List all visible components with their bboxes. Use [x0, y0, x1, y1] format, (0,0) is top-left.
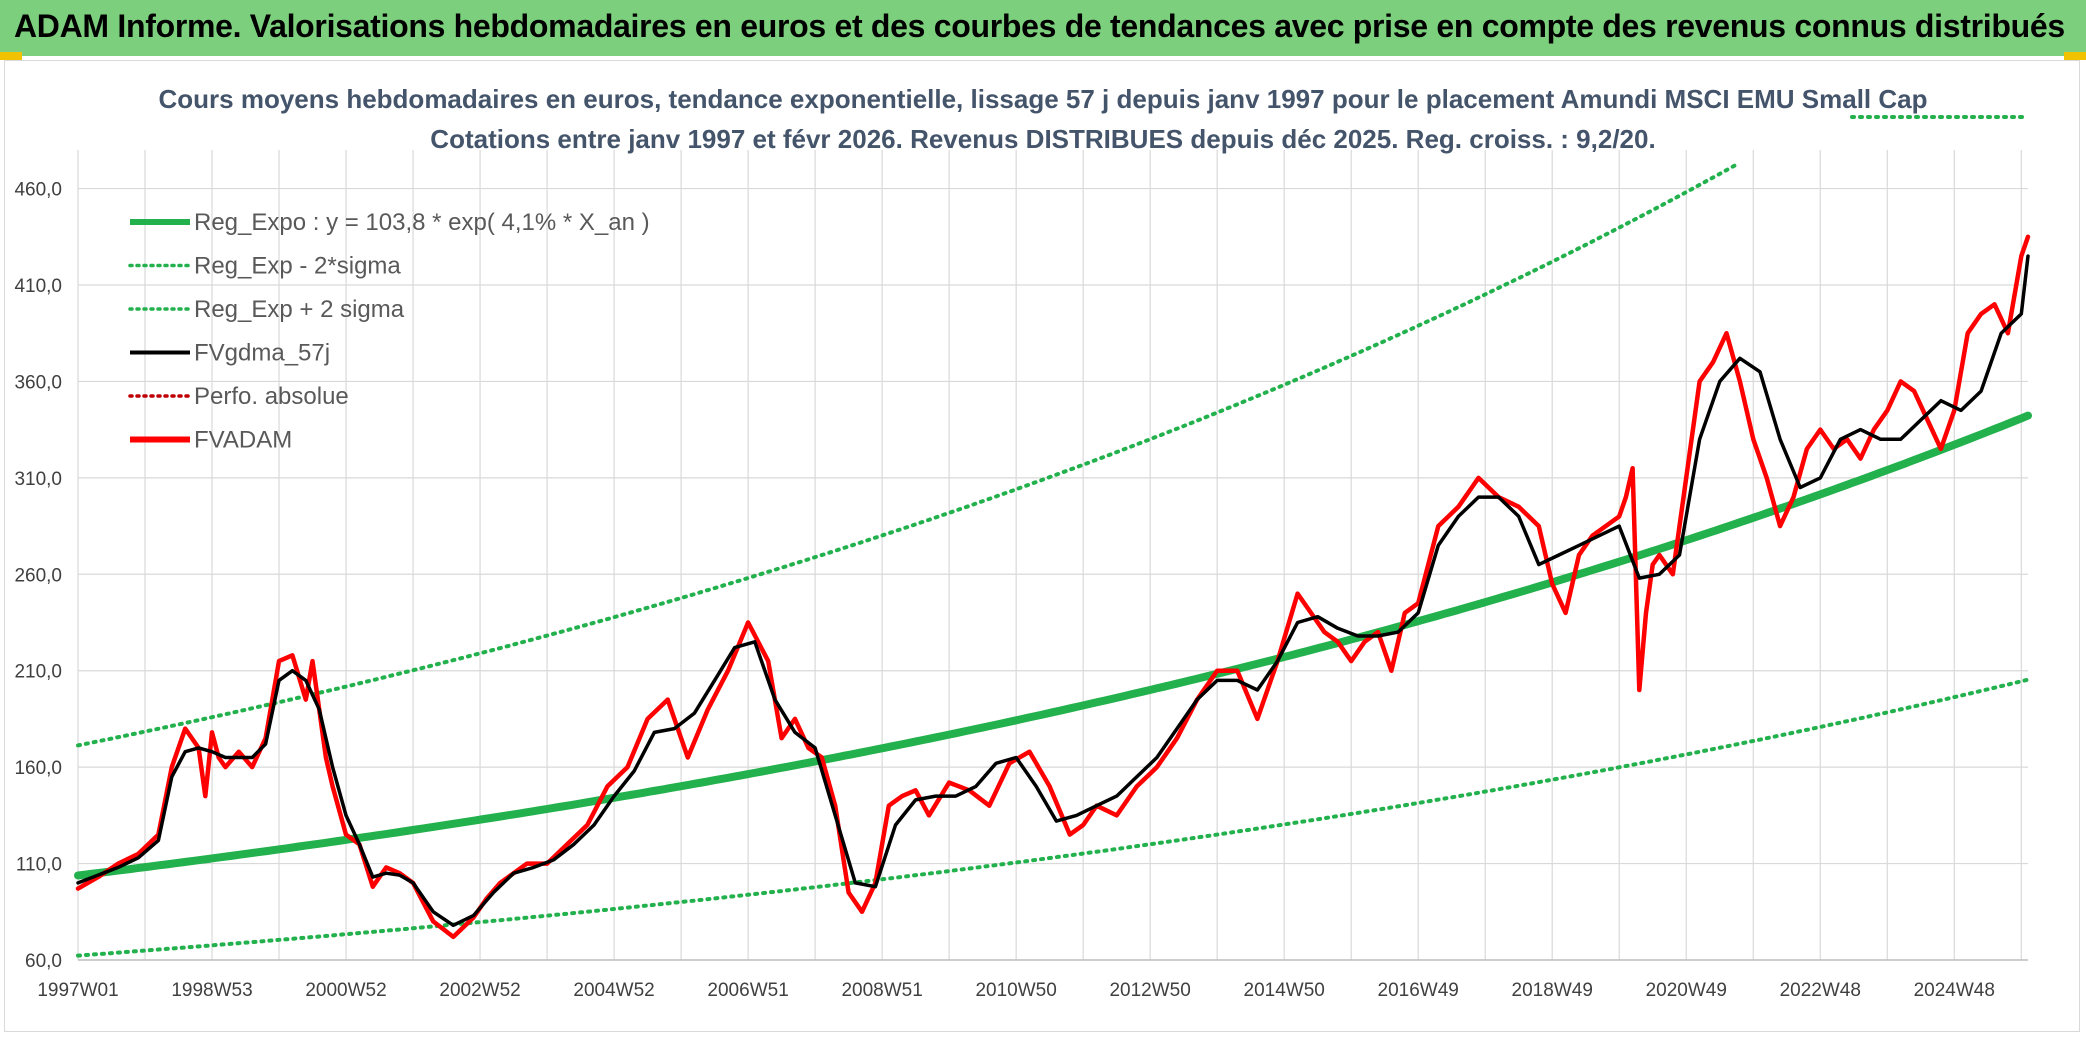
- fvadam-line: [75, 234, 2031, 940]
- y-tick-label: 210,0: [14, 662, 62, 683]
- chart-subtitle: Cotations entre janv 1997 et févr 2026. …: [430, 124, 1656, 154]
- legend-label: FVADAM: [194, 427, 292, 454]
- y-tick-label: 260,0: [14, 565, 62, 586]
- x-tick-label: 2014W50: [1244, 980, 1325, 1001]
- x-tick-label: 2008W51: [841, 980, 922, 1001]
- y-tick-label: 310,0: [14, 469, 62, 490]
- x-tick-label: 2002W52: [439, 980, 520, 1001]
- regression-layer: [74, 115, 2032, 958]
- x-tick-label: 2018W49: [1512, 980, 1593, 1001]
- y-tick-label: 460,0: [14, 180, 62, 201]
- banner-corner-right: [2064, 52, 2086, 60]
- x-tick-label: 2012W50: [1109, 980, 1190, 1001]
- fvgdma-line: [76, 254, 2030, 928]
- series-layer: [75, 234, 2031, 940]
- x-tick-label: 2000W52: [305, 980, 386, 1001]
- chart-frame: [4, 60, 2080, 1032]
- legend-label: FVgdma_57j: [194, 340, 330, 367]
- banner-corner-left: [0, 52, 22, 60]
- legend-label: Perfo. absolue: [194, 383, 349, 410]
- y-tick-label: 60,0: [25, 951, 62, 972]
- x-tick-label: 1998W53: [171, 980, 252, 1001]
- legend-label: Reg_Exp - 2*sigma: [194, 253, 401, 280]
- regression-main-line: [74, 411, 2032, 880]
- x-tick-label: 2016W49: [1378, 980, 1459, 1001]
- legend-label: Reg_Exp + 2 sigma: [194, 296, 405, 323]
- chart-title: Cours moyens hebdomadaires en euros, ten…: [158, 84, 1928, 114]
- regression-lower-line: [76, 677, 2030, 958]
- x-tick-label: 2004W52: [573, 980, 654, 1001]
- y-tick-label: 110,0: [16, 855, 62, 876]
- x-tick-label: 1997W01: [37, 980, 118, 1001]
- legend-layer: Reg_Expo : y = 103,8 * exp( 4,1% * X_an …: [128, 209, 650, 454]
- report-banner: ADAM Informe. Valorisations hebdomadaire…: [0, 0, 2086, 60]
- y-tick-label: 410,0: [14, 276, 62, 297]
- axis-layer: 60,0 110,0 160,0 210,0 260,0 310,0 360,0 410,0 4…: [14, 180, 2028, 1001]
- x-tick-label: 2006W51: [707, 980, 788, 1001]
- report-title: ADAM Informe. Valorisations hebdomadaire…: [14, 8, 2065, 44]
- x-tick-label: 2010W50: [975, 980, 1056, 1001]
- y-tick-label: 160,0: [14, 758, 62, 779]
- x-tick-label: 2022W48: [1780, 980, 1861, 1001]
- legend-label: Reg_Expo : y = 103,8 * exp( 4,1% * X_an …: [194, 209, 650, 236]
- x-tick-label: 2020W49: [1646, 980, 1727, 1001]
- regression-upper-line: [76, 163, 1738, 748]
- x-tick-label: 2024W48: [1914, 980, 1995, 1001]
- y-tick-label: 360,0: [14, 372, 62, 393]
